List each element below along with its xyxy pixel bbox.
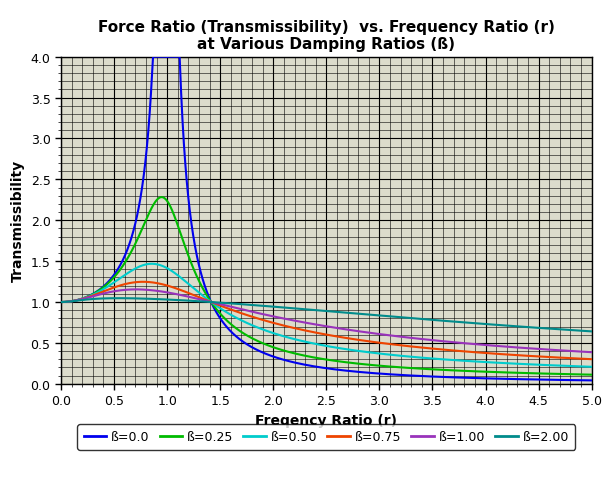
ß=1.00 [453, 340, 461, 346]
ß=0.50 [57, 300, 65, 305]
ß=0.75 [453, 348, 461, 354]
ß=0.25 [588, 372, 595, 378]
ß=0.75 [376, 340, 383, 346]
Title: Force Ratio (Transmissibility)  vs. Frequency Ratio (r)
at Various Damping Ratio: Force Ratio (Transmissibility) vs. Frequ… [98, 20, 554, 52]
ß=0.0 [237, 337, 245, 343]
ß=2.00 [403, 315, 410, 321]
ß=2.00 [115, 296, 123, 301]
ß=2.00 [376, 313, 383, 319]
Legend: ß=0.0, ß=0.25, ß=0.50, ß=0.75, ß=1.00, ß=2.00: ß=0.0, ß=0.25, ß=0.50, ß=0.75, ß=1.00, ß… [77, 424, 575, 450]
ß=2.00 [154, 297, 161, 302]
ß=0.50 [493, 360, 501, 366]
ß=0.25 [493, 370, 501, 375]
Line: ß=0.75: ß=0.75 [61, 282, 592, 360]
ß=0.50 [403, 354, 410, 360]
ß=1.00 [57, 300, 65, 305]
ß=2.00 [588, 329, 595, 335]
ß=1.00 [588, 349, 595, 355]
ß=0.0 [326, 366, 334, 372]
ß=0.25 [57, 300, 65, 305]
Line: ß=1.00: ß=1.00 [61, 290, 592, 352]
ß=0.0 [212, 309, 220, 314]
ß=0.25 [453, 368, 461, 373]
ß=0.25 [403, 365, 410, 371]
ß=0.50 [376, 351, 383, 357]
ß=1.00 [493, 343, 501, 349]
ß=1.00 [154, 288, 161, 294]
ß=1.00 [376, 332, 383, 337]
ß=0.75 [493, 351, 501, 357]
ß=0.75 [140, 279, 147, 285]
ß=0.0 [345, 368, 352, 374]
ß=1.00 [132, 287, 140, 293]
ß=0.0 [163, 55, 171, 60]
Line: ß=0.0: ß=0.0 [167, 58, 592, 381]
ß=0.50 [588, 364, 595, 370]
ß=0.0 [534, 377, 541, 383]
ß=0.0 [580, 378, 587, 384]
ß=0.25 [260, 341, 268, 347]
ß=0.75 [154, 281, 161, 287]
ß=1.00 [403, 335, 410, 340]
ß=0.50 [154, 262, 161, 268]
ß=2.00 [453, 319, 461, 325]
X-axis label: Freqency Ratio (r): Freqency Ratio (r) [256, 413, 397, 427]
ß=1.00 [260, 312, 268, 318]
ß=0.50 [148, 261, 156, 267]
ß=0.50 [453, 358, 461, 363]
ß=0.25 [376, 363, 383, 369]
ß=0.25 [154, 197, 161, 203]
Line: ß=0.50: ß=0.50 [61, 264, 592, 367]
ß=0.25 [158, 195, 165, 201]
Y-axis label: Transmissibility: Transmissibility [11, 160, 25, 282]
ß=0.75 [588, 357, 595, 362]
ß=0.50 [260, 327, 268, 333]
ß=2.00 [260, 303, 268, 309]
ß=2.00 [493, 323, 501, 328]
ß=0.75 [260, 318, 268, 324]
ß=0.75 [403, 343, 410, 349]
Line: ß=0.25: ß=0.25 [61, 198, 592, 375]
ß=0.0 [588, 378, 595, 384]
ß=0.75 [57, 300, 65, 305]
Line: ß=2.00: ß=2.00 [61, 299, 592, 332]
ß=2.00 [57, 300, 65, 305]
